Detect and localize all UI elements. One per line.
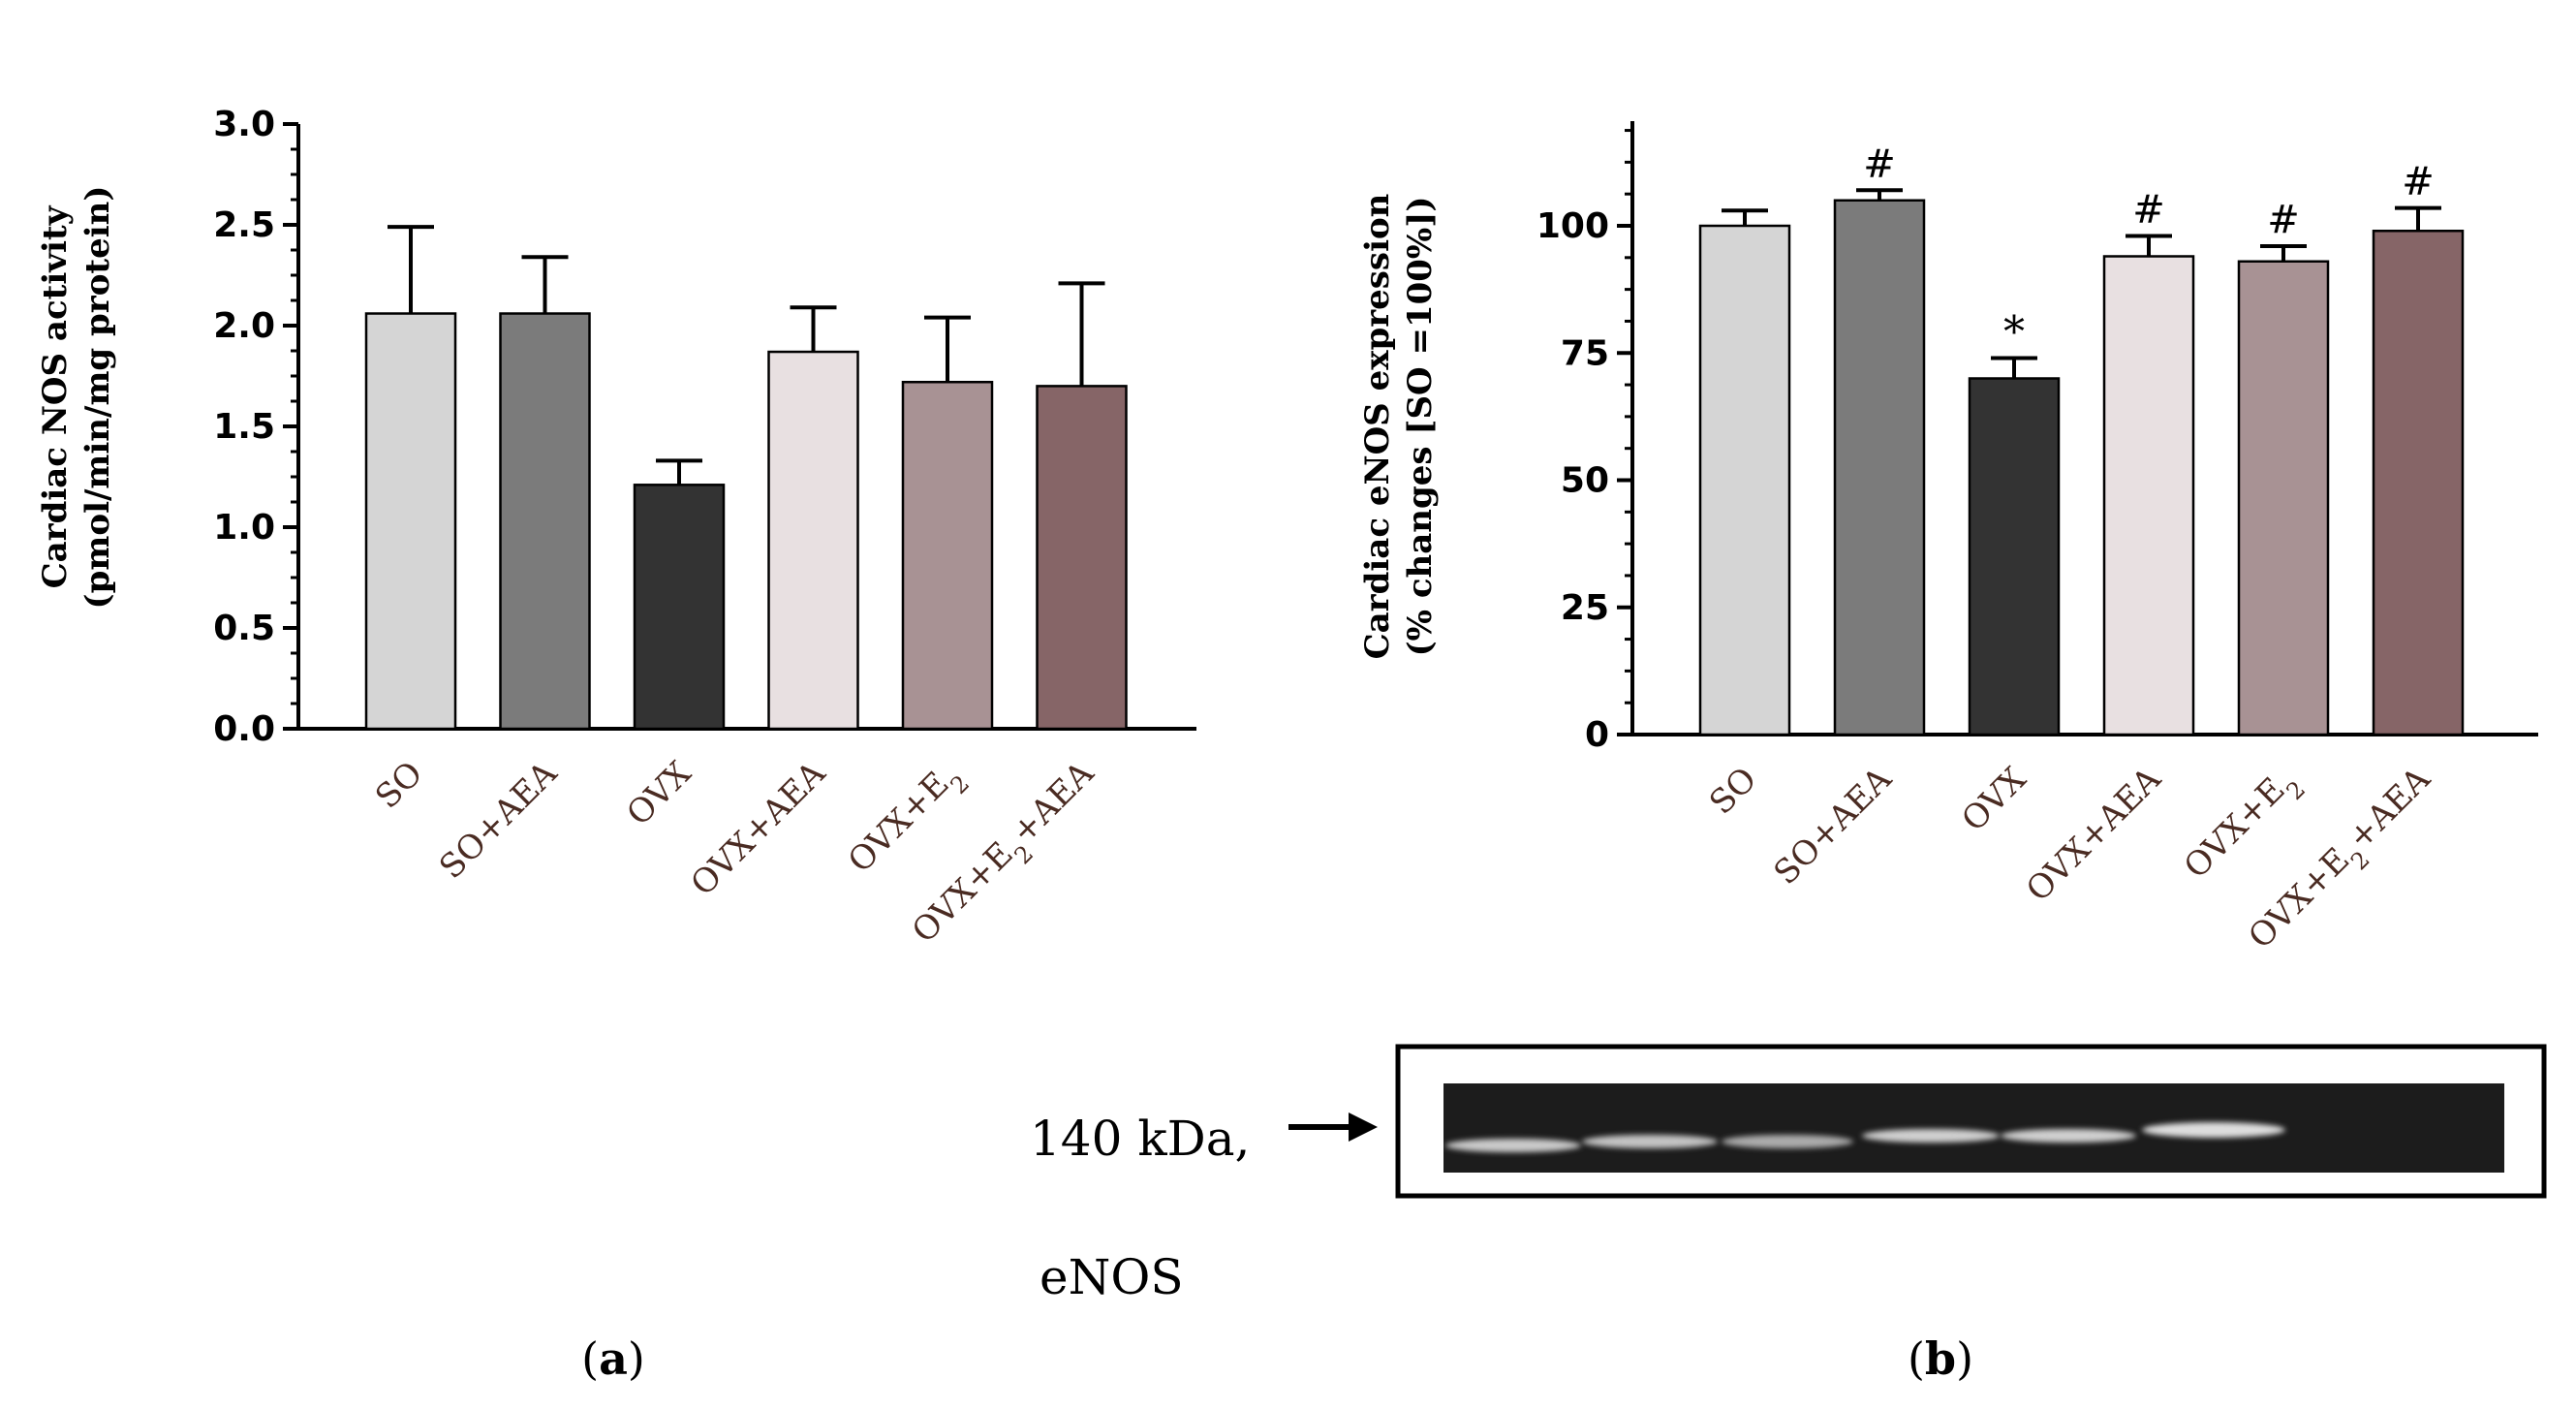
blot-kda-label: 140 kDa, bbox=[1030, 1111, 1250, 1167]
panel-label-a-letter: a bbox=[599, 1332, 628, 1385]
chart-a-bar bbox=[633, 484, 726, 731]
chart-b-significance-mark: # bbox=[1863, 141, 1896, 186]
blot-band bbox=[2001, 1129, 2136, 1143]
chart-b-ylabel-line1: Cardiac eNOS expression bbox=[1358, 194, 1397, 660]
chart-b-significance-mark: # bbox=[2132, 188, 2165, 233]
chart-a-ylabel-line2: (pmol/min/mg protein) bbox=[78, 186, 117, 610]
blot-band bbox=[2142, 1122, 2285, 1138]
chart-a-ytick-label: 1.0 bbox=[213, 508, 275, 548]
blot-protein-label: eNOS bbox=[1040, 1249, 1184, 1305]
chart-b-ytick-label: 50 bbox=[1561, 461, 1609, 501]
chart-b-ytick-label: 75 bbox=[1561, 333, 1609, 373]
chart-b-category-label: OVX+AEA bbox=[2019, 760, 2169, 910]
chart-a-y-axis: 0.0 0.5 1.0 1.5 2.0 2.5 3.0 bbox=[213, 105, 1196, 749]
chart-a-bar bbox=[767, 350, 859, 731]
blot-band bbox=[1722, 1135, 1853, 1148]
panel-label-a: (a) bbox=[581, 1332, 645, 1385]
chart-b-ytick-label: 25 bbox=[1561, 588, 1609, 628]
chart-a-bar bbox=[364, 312, 457, 731]
chart-b-significance-mark: # bbox=[2402, 160, 2435, 204]
chart-a-category-label: OVX+E2 bbox=[841, 754, 975, 888]
chart-b-category-label: SO bbox=[1702, 760, 1764, 822]
chart-b-bar bbox=[2102, 255, 2195, 736]
chart-a-ytick-label: 0.5 bbox=[213, 609, 275, 648]
chart-b-category-label: OVX bbox=[1954, 760, 2034, 840]
chart-a-category-label: SO bbox=[368, 754, 430, 816]
chart-a-bars bbox=[364, 225, 1128, 731]
blot-membrane bbox=[1443, 1083, 2504, 1173]
chart-b: Cardiac eNOS expression (% changes [SO =… bbox=[1358, 121, 2538, 957]
chart-a-ytick-label: 1.5 bbox=[213, 407, 275, 447]
blot-band bbox=[1862, 1129, 2000, 1143]
chart-a-ylabel-line1: Cardiac NOS activity bbox=[36, 204, 75, 588]
chart-b-ylabel-line2: (% changes [SO =100%]) bbox=[1401, 197, 1440, 657]
chart-b-category-label: SO+AEA bbox=[1766, 760, 1899, 893]
chart-a: Cardiac NOS activity (pmol/min/mg protei… bbox=[36, 105, 1196, 952]
chart-b-bar bbox=[1968, 377, 2061, 736]
chart-a-ytick-label: 0.0 bbox=[213, 709, 275, 749]
blot-band bbox=[1582, 1135, 1718, 1148]
chart-a-ylabel: Cardiac NOS activity (pmol/min/mg protei… bbox=[36, 186, 117, 610]
chart-a-ytick-label: 2.5 bbox=[213, 205, 275, 245]
arrow-right-icon bbox=[1288, 1112, 1378, 1142]
chart-b-significance-mark: * bbox=[2003, 308, 2025, 358]
blot-band bbox=[1445, 1139, 1581, 1152]
chart-a-bar bbox=[499, 312, 591, 731]
chart-b-bar bbox=[1698, 224, 1791, 736]
chart-b-ylabel: Cardiac eNOS expression (% changes [SO =… bbox=[1358, 194, 1440, 660]
panel-label-b: (b) bbox=[1908, 1332, 1973, 1385]
chart-b-ytick-label: 100 bbox=[1536, 206, 1609, 246]
chart-a-category-label: OVX+AEA bbox=[683, 754, 833, 904]
chart-a-bar bbox=[901, 380, 994, 731]
chart-b-bar bbox=[1833, 199, 1926, 736]
chart-b-bar bbox=[2237, 260, 2330, 736]
chart-a-bar bbox=[1036, 385, 1128, 731]
chart-a-ytick-label: 3.0 bbox=[213, 105, 275, 144]
chart-b-ytick-label: 0 bbox=[1585, 715, 1609, 755]
chart-b-category-label: OVX+E2 bbox=[2177, 760, 2311, 893]
chart-a-ytick-label: 2.0 bbox=[213, 306, 275, 346]
blot-bands bbox=[1445, 1122, 2285, 1152]
chart-b-significance-mark: # bbox=[2267, 198, 2300, 242]
chart-b-bar bbox=[2372, 230, 2465, 736]
chart-a-category-label: SO+AEA bbox=[432, 754, 565, 887]
western-blot: 140 kDa, eNOS bbox=[1030, 1044, 2547, 1305]
chart-a-category-label: OVX bbox=[619, 754, 699, 834]
chart-b-bars: # * # # # bbox=[1698, 141, 2465, 736]
panel-label-b-letter: b bbox=[1925, 1332, 1956, 1385]
